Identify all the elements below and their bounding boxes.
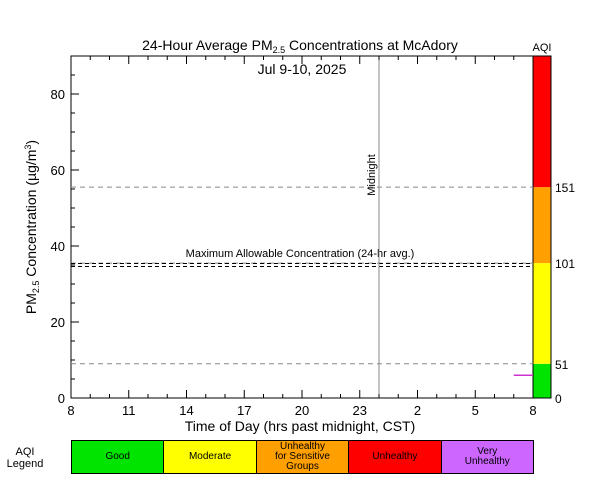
x-tick-label: 5 bbox=[472, 403, 479, 418]
aqi-value-label: 51 bbox=[555, 358, 569, 372]
aqi-band-0 bbox=[533, 363, 551, 398]
aqi-legend-item: Unhealthy for Sensitive Groups bbox=[255, 440, 350, 474]
aqi-legend-label: Moderate bbox=[188, 451, 232, 462]
x-axis-label: Time of Day (hrs past midnight, CST) bbox=[185, 418, 416, 434]
aqi-legend-title: AQI Legend bbox=[6, 446, 44, 470]
aqi-value-label: 101 bbox=[555, 257, 575, 271]
x-tick-label: 20 bbox=[295, 403, 309, 418]
aqi-band-3 bbox=[533, 56, 551, 188]
x-tick-label: 8 bbox=[67, 403, 74, 418]
aqi-legend-label: Unhealthy bbox=[372, 451, 418, 462]
date-label: Jul 9-10, 2025 bbox=[258, 61, 347, 77]
aqi-value-label: 151 bbox=[555, 181, 575, 195]
y-tick-label: 60 bbox=[51, 163, 65, 178]
midnight-label: Midnight bbox=[366, 154, 378, 196]
x-tick-label: 17 bbox=[237, 403, 251, 418]
y-tick-label: 0 bbox=[58, 391, 65, 406]
x-tick-label: 8 bbox=[529, 403, 536, 418]
aqi-legend-label: Very Unhealthy bbox=[464, 446, 510, 467]
aqi-legend-item: Very Unhealthy bbox=[440, 440, 534, 474]
x-tick-label: 2 bbox=[414, 403, 421, 418]
y-tick-label: 40 bbox=[51, 239, 65, 254]
chart-title: 24-Hour Average PM2.5 Concentrations at … bbox=[142, 37, 458, 55]
aqi-legend-item: Moderate bbox=[163, 440, 257, 474]
pm25-chart: Maximum Allowable Concentration (24-hr a… bbox=[23, 37, 575, 434]
aqi-value-label: 0 bbox=[555, 392, 562, 406]
aqi-legend-item: Good bbox=[71, 440, 165, 474]
aqi-legend-label: Good bbox=[105, 451, 130, 462]
max-allowable-label: Maximum Allowable Concentration (24-hr a… bbox=[186, 248, 415, 260]
aqi-band-2 bbox=[533, 187, 551, 264]
x-tick-label: 23 bbox=[353, 403, 367, 418]
aqi-legend-label: Unhealthy for Sensitive Groups bbox=[274, 441, 330, 472]
x-tick-label: 11 bbox=[122, 403, 136, 418]
aqi-band-1 bbox=[533, 263, 551, 364]
y-tick-label: 80 bbox=[51, 87, 65, 102]
plot-frame bbox=[70, 55, 534, 399]
aqi-legend-item: Unhealthy bbox=[348, 440, 442, 474]
x-tick-label: 14 bbox=[179, 403, 193, 418]
y-tick-label: 20 bbox=[51, 315, 65, 330]
aqi-header: AQI bbox=[533, 42, 552, 54]
y-axis-label: PM2.5 Concentration (µg/m3) bbox=[23, 140, 41, 314]
